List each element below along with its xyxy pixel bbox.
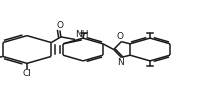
Text: O: O — [117, 32, 124, 41]
Text: N: N — [117, 58, 124, 67]
Text: O: O — [56, 21, 63, 30]
Text: NH: NH — [76, 30, 89, 39]
Text: Cl: Cl — [23, 69, 31, 78]
